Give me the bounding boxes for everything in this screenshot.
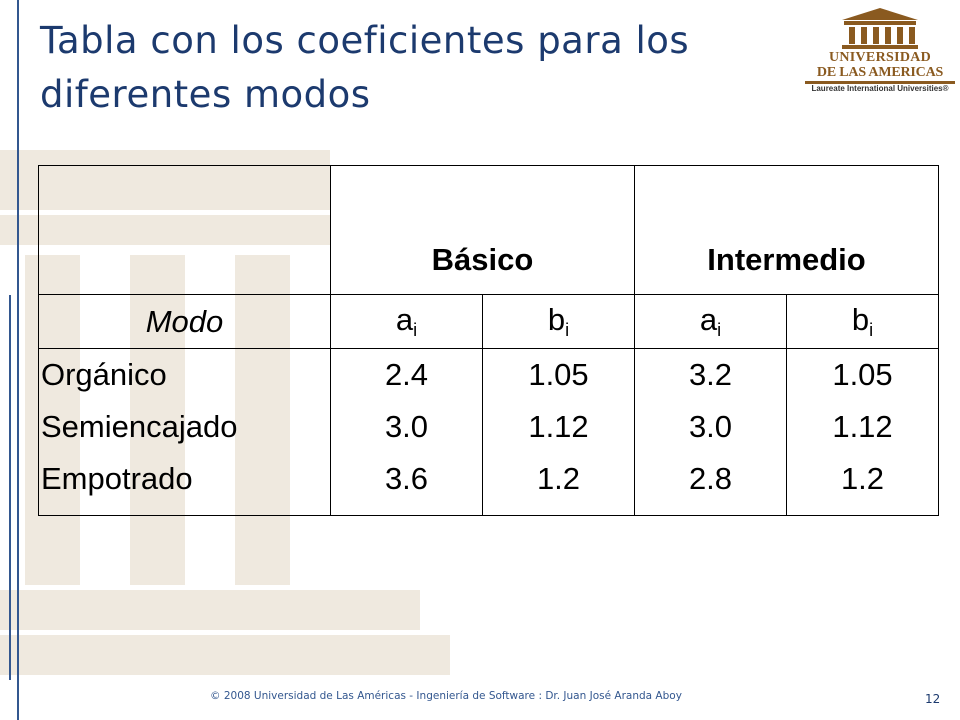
intermedio-b-empotrado: 1.2	[840, 461, 885, 496]
header-modo: Modo	[38, 294, 331, 349]
header-basico-b-base: b	[547, 302, 566, 337]
header-intermedio-b-base: b	[851, 302, 870, 337]
mode-organico: Orgánico	[41, 357, 167, 392]
basico-a-semiencajado: 3.0	[384, 409, 429, 444]
header-intermedio-b-sub: i	[869, 320, 874, 340]
header-basico-b: bi	[482, 294, 635, 349]
intermedio-b-organico: 1.05	[832, 357, 893, 392]
accent-line-left	[17, 0, 19, 720]
logo-rule	[805, 81, 955, 84]
header-intermedio-b: bi	[786, 294, 939, 349]
header-basico: Básico	[330, 165, 635, 295]
slide-footer: © 2008 Universidad de Las Américas - Ing…	[210, 690, 682, 702]
mode-semiencajado: Semiencajado	[41, 409, 238, 444]
basico-b-semiencajado: 1.12	[528, 409, 589, 444]
intermedio-a-cell: 3.2 3.0 2.8	[634, 348, 787, 516]
basico-b-cell: 1.05 1.12 1.2	[482, 348, 635, 516]
header-basico-a-base: a	[395, 302, 414, 337]
table-body-row: Orgánico Semiencajado Empotrado 2.4 3.0 …	[38, 348, 939, 516]
basico-a-organico: 2.4	[384, 357, 429, 392]
intermedio-a-organico: 3.2	[688, 357, 733, 392]
logo-text-line1: UNIVERSIDAD	[828, 50, 932, 65]
header-basico-a: ai	[330, 294, 483, 349]
slide-title: Tabla con los coeficientes para los dife…	[40, 19, 690, 116]
intermedio-b-semiencajado: 1.12	[832, 409, 893, 444]
intermedio-a-empotrado: 2.8	[688, 461, 733, 496]
logo-text-line3: Laureate International Universities®	[811, 84, 949, 93]
table-sub-header-row: Modo ai bi ai bi	[38, 294, 939, 349]
basico-a-empotrado: 3.6	[384, 461, 429, 496]
basico-a-cell: 2.4 3.0 3.6	[330, 348, 483, 516]
table-corner-cell	[38, 165, 331, 295]
header-intermedio-a: ai	[634, 294, 787, 349]
accent-line-left-short	[9, 295, 11, 680]
logo-text-line2: DE LAS AMERICAS	[816, 65, 944, 80]
mode-empotrado: Empotrado	[41, 461, 193, 496]
header-basico-b-sub: i	[565, 320, 570, 340]
intermedio-a-semiencajado: 3.0	[688, 409, 733, 444]
table-group-header-row: Básico Intermedio	[38, 165, 939, 295]
header-basico-a-sub: i	[413, 320, 418, 340]
temple-icon	[842, 8, 918, 49]
header-intermedio-a-sub: i	[717, 320, 722, 340]
basico-b-empotrado: 1.2	[536, 461, 581, 496]
modes-cell: Orgánico Semiencajado Empotrado	[38, 348, 331, 516]
header-intermedio: Intermedio	[634, 165, 939, 295]
university-logo: UNIVERSIDAD DE LAS AMERICAS Laureate Int…	[805, 6, 955, 96]
page-number: 12	[925, 692, 941, 706]
header-intermedio-a-base: a	[699, 302, 718, 337]
coefficients-table: Básico Intermedio Modo ai bi ai bi Orgán…	[38, 165, 939, 516]
intermedio-b-cell: 1.05 1.12 1.2	[786, 348, 939, 516]
basico-b-organico: 1.05	[528, 357, 589, 392]
